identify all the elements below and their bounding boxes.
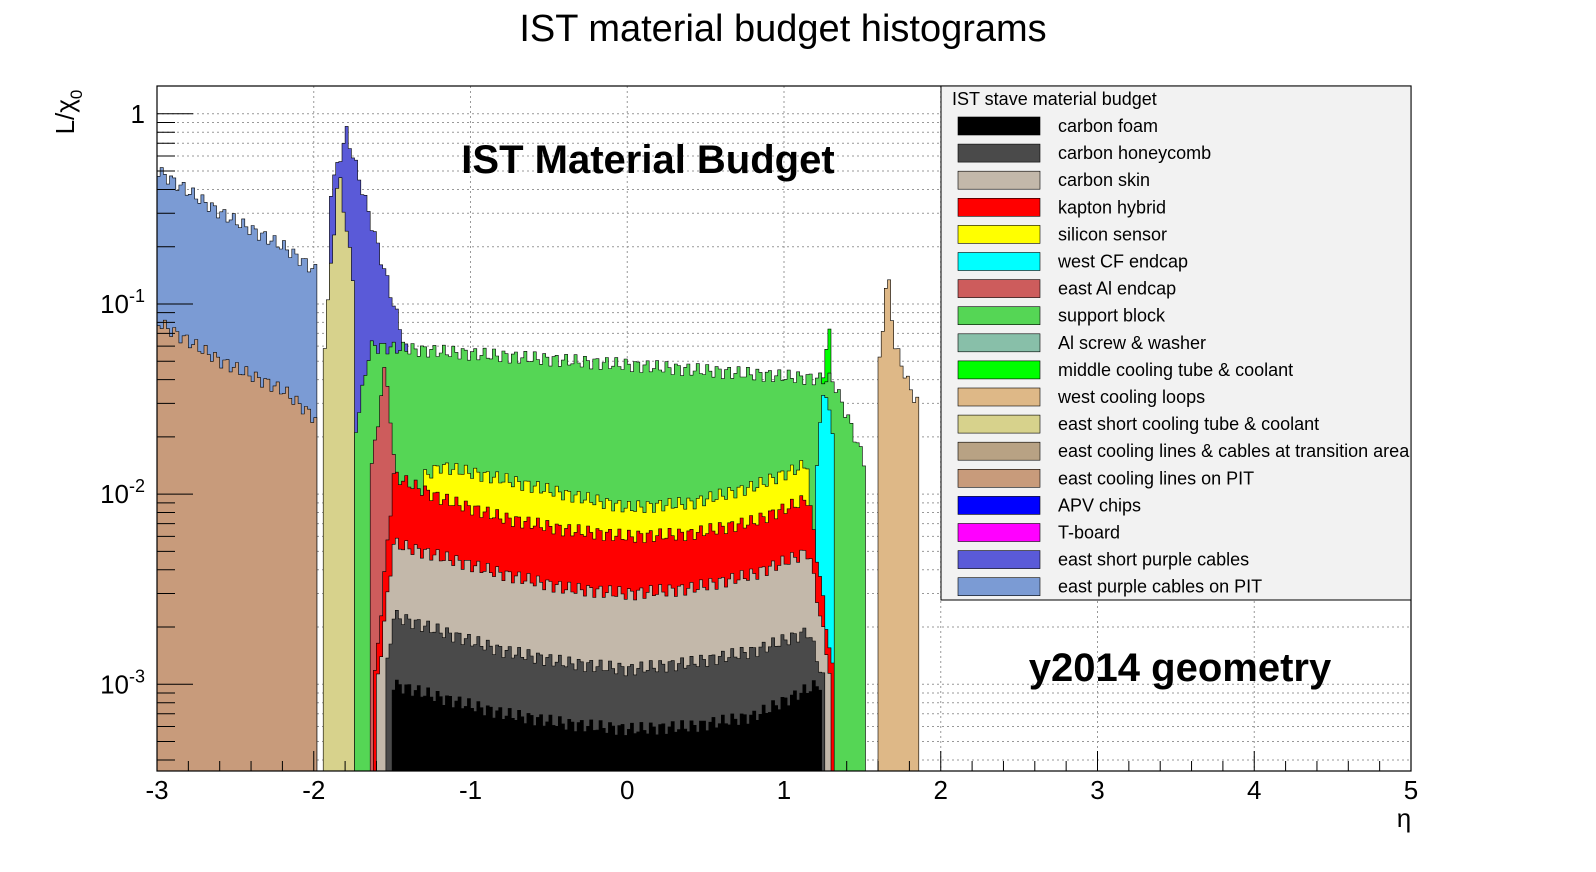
legend-swatch xyxy=(957,387,1041,407)
legend-swatch xyxy=(957,360,1041,380)
legend-swatch xyxy=(957,279,1041,298)
x-tick-label: 3 xyxy=(1090,775,1104,805)
legend-swatch xyxy=(957,306,1041,326)
legend-swatch xyxy=(957,333,1041,353)
x-tick-label: 2 xyxy=(934,775,948,805)
legend-swatch xyxy=(957,116,1041,136)
y-tick-label: 10-1 xyxy=(100,286,145,319)
x-tick-label: -3 xyxy=(145,775,168,805)
series-east-cooling-lines-on-pit xyxy=(156,319,318,772)
legend-swatch xyxy=(957,252,1041,271)
legend-label: carbon foam xyxy=(1058,116,1158,136)
legend-label: carbon skin xyxy=(1058,170,1150,190)
y-tick-label: 10-3 xyxy=(100,666,145,699)
annotations: IST Material Budget y2014 geometry xyxy=(461,138,1332,690)
legend-label: Al screw & washer xyxy=(1058,333,1206,353)
series-east-short-cooling-tube-coolant xyxy=(322,177,355,772)
x-tick-label: 0 xyxy=(620,775,634,805)
legend-swatch xyxy=(957,441,1041,461)
y-tick-exponent: -2 xyxy=(129,476,145,496)
y-axis-label-main: L/χ xyxy=(50,99,80,135)
legend-title: IST stave material budget xyxy=(952,89,1157,109)
legend-label: east cooling lines on PIT xyxy=(1058,468,1254,488)
x-axis-label: η xyxy=(1397,803,1411,833)
legend-label: west cooling loops xyxy=(1057,387,1205,407)
legend-swatch xyxy=(957,170,1041,190)
legend-swatch xyxy=(957,414,1041,434)
y-tick-base: 10 xyxy=(100,479,129,509)
y-axis-label: L/χ0 xyxy=(50,90,86,135)
legend-swatch xyxy=(957,550,1041,569)
legend-label: carbon honeycomb xyxy=(1058,143,1211,163)
y-tick-exponent: -1 xyxy=(129,286,145,306)
legend-label: east Al endcap xyxy=(1058,279,1176,299)
y-tick-label: 10-2 xyxy=(100,476,145,509)
x-tick-label: 5 xyxy=(1404,775,1418,805)
y-axis-label-sub: 0 xyxy=(67,90,86,99)
y-tick-base: 1 xyxy=(131,99,145,129)
legend-swatch xyxy=(957,198,1041,217)
y-tick-base: 10 xyxy=(100,289,129,319)
legend-swatch xyxy=(957,496,1041,515)
legend-label: east purple cables on PIT xyxy=(1058,577,1262,597)
y-tick-base: 10 xyxy=(100,669,129,699)
x-tick-label: -1 xyxy=(459,775,482,805)
x-tick-label: 1 xyxy=(777,775,791,805)
x-tick-label: -2 xyxy=(302,775,325,805)
legend-label: west CF endcap xyxy=(1057,252,1188,272)
legend-label: support block xyxy=(1058,306,1166,326)
x-tick-label: 4 xyxy=(1247,775,1261,805)
legend-label: east cooling lines & cables at transitio… xyxy=(1058,441,1410,461)
legend-swatch xyxy=(957,468,1041,488)
legend-items: carbon foam carbon honeycomb carbon skin ka… xyxy=(957,116,1410,597)
legend: IST stave material budget carbon foamcar… xyxy=(940,85,1412,601)
legend-swatch xyxy=(957,523,1041,542)
legend-label: kapton hybrid xyxy=(1058,197,1166,217)
svg-text:L/χ0: L/χ0 xyxy=(50,90,86,135)
legend-label: east short purple cables xyxy=(1058,550,1249,570)
legend-swatch xyxy=(957,225,1041,244)
annotation-y2014-geometry: y2014 geometry xyxy=(1029,646,1332,690)
y-tick-exponent: -3 xyxy=(129,666,145,686)
legend-label: silicon sensor xyxy=(1058,224,1167,244)
legend-swatch xyxy=(957,143,1041,163)
legend-label: T-board xyxy=(1058,523,1120,543)
legend-label: middle cooling tube & coolant xyxy=(1058,360,1293,380)
legend-label: APV chips xyxy=(1058,495,1141,515)
y-tick-label: 1 xyxy=(131,99,145,129)
series-carbon-foam xyxy=(391,679,822,772)
series-west-cooling-loops xyxy=(877,279,920,772)
annotation-ist-material-budget: IST Material Budget xyxy=(461,138,834,182)
chart-title: IST material budget histograms xyxy=(519,8,1046,50)
legend-swatch xyxy=(957,577,1041,597)
legend-label: east short cooling tube & coolant xyxy=(1058,414,1319,434)
